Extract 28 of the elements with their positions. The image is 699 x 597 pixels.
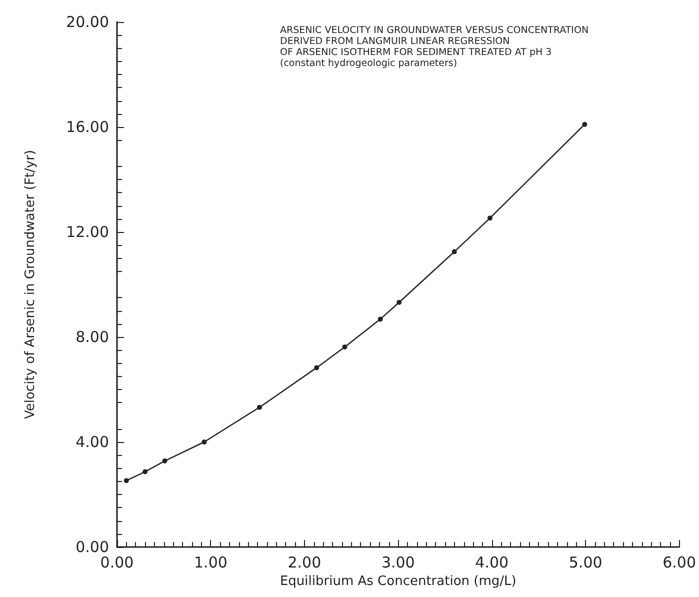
y-tick-label: 16.00 <box>66 118 109 136</box>
x-tick-label: 6.00 <box>662 554 696 572</box>
x-tick-label: 5.00 <box>568 554 602 572</box>
point <box>582 122 588 127</box>
x-tick-label: 0.00 <box>100 554 134 572</box>
point <box>202 440 207 444</box>
point <box>124 478 129 484</box>
point <box>452 249 457 254</box>
point <box>342 344 348 350</box>
x-tick-label: 3.00 <box>381 554 415 572</box>
point <box>396 300 402 305</box>
y-tick-label: 0.00 <box>76 538 109 556</box>
y-tick-label: 4.00 <box>76 433 109 451</box>
y-axis-title: Velocity of Arsenic in Groundwater (Ft/yr) <box>23 150 38 420</box>
x-tick-label: 1.00 <box>194 554 228 572</box>
point <box>256 404 262 410</box>
text: ARSENIC VELOCITY IN GROUNDWATER VERSUS CONCENTRATION DERIVED FROM LANGMUIR LINEAR REGRESSION OF ARSENIC ISOTHERM FOR SEDIMENT TREATED AT pH 3 (constant hydrogeologic parameters) <box>280 25 589 69</box>
point <box>378 316 383 322</box>
point <box>142 469 148 474</box>
x-tick-label: 2.00 <box>288 554 322 572</box>
point <box>488 216 492 221</box>
point <box>162 458 168 464</box>
x-tick-label: 4.00 <box>475 554 509 572</box>
y-tick-label: 8.00 <box>76 328 109 346</box>
y-tick-label: 20.00 <box>66 13 109 31</box>
point <box>314 365 320 370</box>
y-tick-label: 12.00 <box>66 223 109 241</box>
x-axis-title: Equilibrium As Concentration (mg/L) <box>280 574 516 589</box>
